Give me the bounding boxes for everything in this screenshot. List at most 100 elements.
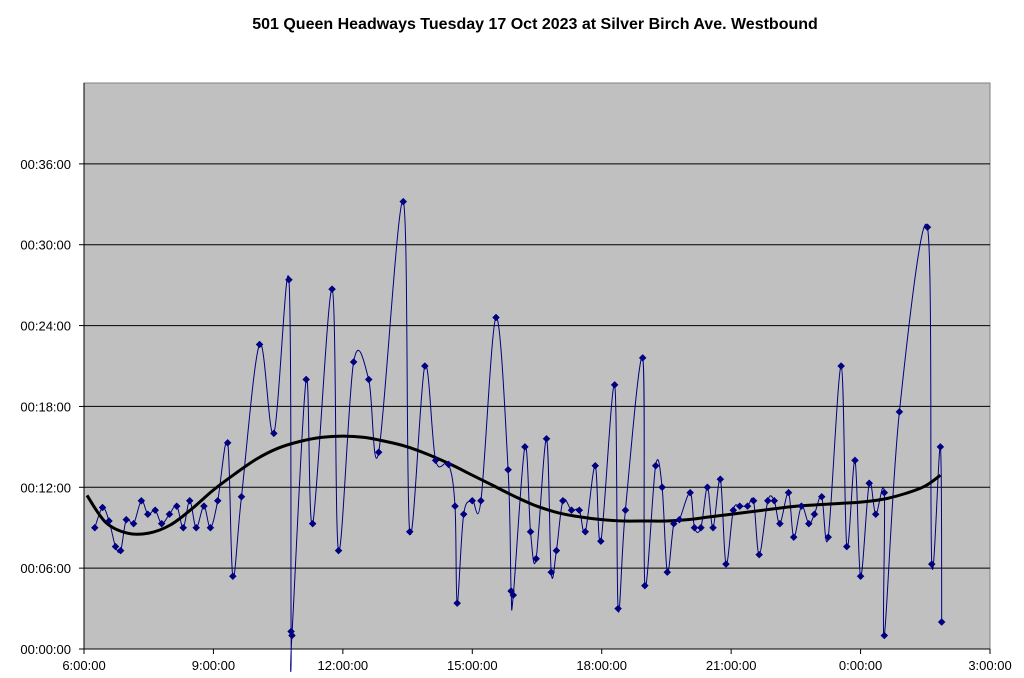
headway-point	[509, 591, 518, 599]
headway-point	[755, 550, 764, 559]
headway-point	[237, 492, 246, 501]
x-tick-label: 21:00:00	[706, 658, 757, 673]
headway-point	[420, 362, 429, 370]
headway-point	[349, 358, 358, 366]
x-tick-label: 18:00:00	[576, 658, 627, 673]
headway-point	[856, 572, 865, 581]
headway-point	[575, 506, 584, 515]
headway-point	[851, 456, 859, 465]
headway-point	[116, 546, 125, 555]
headway-point	[697, 523, 705, 532]
headway-point	[735, 502, 744, 511]
headway-point	[923, 223, 932, 232]
headway-point	[328, 285, 336, 294]
headway-point	[399, 197, 408, 206]
headway-point	[492, 313, 500, 322]
headway-point	[581, 527, 590, 536]
headway-point	[477, 496, 485, 505]
headway-point	[223, 438, 232, 447]
headway-point	[669, 519, 678, 528]
headway-point	[213, 496, 222, 505]
headway-point	[459, 510, 468, 519]
headway-point	[137, 496, 146, 505]
headway-point	[374, 448, 383, 457]
headway-point	[895, 407, 904, 416]
x-tick-label: 15:00:00	[447, 658, 498, 673]
headway-point	[567, 506, 576, 515]
headway-point	[206, 523, 215, 532]
headway-point	[521, 443, 529, 451]
headway-point	[716, 475, 725, 484]
headway-point	[179, 523, 188, 532]
headway-point	[334, 546, 343, 555]
headway-point	[776, 519, 784, 528]
headway-point	[255, 340, 264, 349]
headway-point	[641, 581, 649, 590]
gridlines	[84, 163, 990, 569]
y-tick-label: 00:24:00	[20, 319, 71, 334]
headway-point	[165, 510, 174, 519]
headway-point	[722, 560, 730, 568]
headway-point	[842, 542, 851, 551]
y-tick-label: 00:12:00	[20, 480, 71, 495]
headway-point	[151, 506, 160, 515]
x-tick-label: 0:00:00	[839, 658, 882, 673]
headway-point	[559, 496, 567, 505]
headway-point	[658, 483, 666, 492]
headway-point	[172, 502, 181, 511]
headway-point	[192, 523, 201, 532]
headway-point	[453, 599, 462, 608]
headway-point	[871, 510, 880, 519]
headway-point	[729, 506, 738, 515]
headway-point	[817, 492, 826, 501]
headway-point	[709, 523, 717, 532]
headway-point	[865, 479, 874, 488]
headway-point	[111, 542, 120, 551]
headway-point	[532, 554, 540, 563]
x-tick-label: 9:00:00	[192, 658, 235, 673]
headway-point	[804, 519, 813, 528]
headway-point	[90, 523, 99, 532]
headway-point	[936, 443, 945, 451]
headway-point	[638, 354, 647, 362]
y-tick-label: 00:06:00	[20, 561, 71, 576]
headway-point	[431, 456, 440, 465]
headway-point	[789, 533, 798, 542]
headway-point	[591, 461, 600, 470]
headway-point	[690, 523, 699, 532]
headway-point	[675, 515, 684, 524]
headway-point	[797, 502, 806, 511]
headway-point	[596, 537, 605, 546]
headway-point	[308, 519, 317, 528]
headway-point	[526, 527, 535, 536]
headway-point	[651, 461, 660, 470]
headway-point	[663, 568, 672, 577]
headway-point	[143, 510, 152, 519]
y-tick-label: 00:36:00	[20, 157, 71, 172]
headway-point	[824, 533, 833, 542]
headway-point	[770, 496, 779, 505]
chart-title: 501 Queen Headways Tuesday 17 Oct 2023 a…	[252, 16, 818, 33]
headway-point	[302, 375, 311, 384]
headway-point	[614, 604, 622, 613]
series-layer	[85, 197, 946, 672]
headway-point	[743, 502, 752, 511]
headway-point	[405, 527, 414, 536]
y-tick-label: 00:18:00	[20, 399, 71, 414]
headway-point	[610, 381, 619, 389]
x-tick-label: 3:00:00	[968, 658, 1011, 673]
plot-background	[83, 82, 991, 650]
headway-point	[364, 375, 373, 384]
headway-point	[763, 496, 772, 505]
headway-point	[542, 434, 551, 443]
y-tick-label: 00:30:00	[20, 238, 71, 253]
x-tick-label: 6:00:00	[62, 658, 105, 673]
headway-point	[621, 506, 630, 515]
axes: 00:00:00 00:06:00 00:12:00 00:18:00 00:24:00…	[20, 83, 1012, 673]
headway-point	[686, 488, 695, 497]
headway-point	[285, 275, 293, 284]
headway-point	[880, 488, 889, 497]
headway-point	[157, 519, 166, 528]
headway-point	[288, 631, 296, 640]
